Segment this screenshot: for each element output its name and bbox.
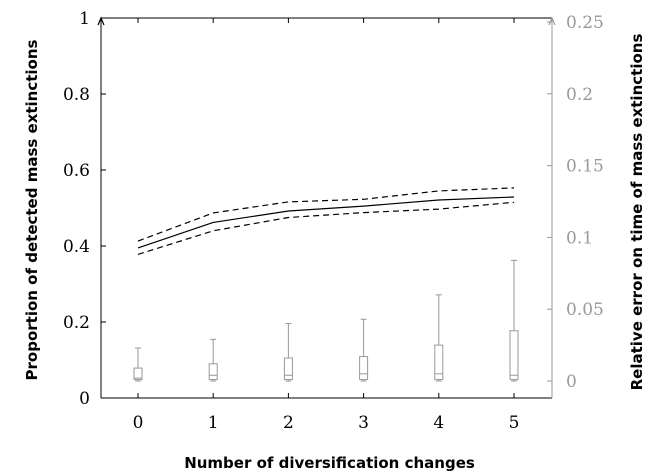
boxplot [434,294,444,382]
y2-tick-label: 0.25 [566,13,604,33]
y-tick-label: 0.8 [63,85,90,105]
x-tick-label: 3 [358,413,369,433]
right-axis-arrow [548,16,556,26]
boxplot-box [509,330,519,381]
y2-tick-label: 0.1 [566,228,593,248]
ticks-layer: 0 0.2 0.4 0.6 0.8 1 0 0.05 0.1 0.15 0.2 0.25 0 1 2 3 4 5 [63,9,604,433]
y-tick-label: 1 [79,9,90,29]
y-axis-label: Proportion of detected mass extinctions [23,39,41,380]
boxplot [283,323,293,382]
y2-tick-label: 0.2 [566,85,593,105]
boxplot-box [434,344,444,381]
boxplot [509,259,519,382]
lines-layer [137,187,515,255]
boxplot-box [359,356,369,381]
x-tick-label: 4 [433,413,444,433]
y2-tick-label: 0.15 [566,157,604,177]
y2-axis-label: Relative error on time of mass extinctio… [628,34,646,391]
y-tick-label: 0.4 [63,237,90,257]
x-tick-label: 1 [208,413,219,433]
axes-layer [97,16,556,399]
y-tick-label: 0.2 [63,313,90,333]
boxplot [208,338,218,382]
dashed-bound-line [137,187,515,242]
x-tick-label: 2 [283,413,294,433]
boxplot-box [133,367,143,381]
boxplot-box [208,363,218,381]
boxplot [133,347,143,382]
x-tick-label: 0 [133,413,144,433]
boxplots-layer [133,259,519,382]
x-tick-label: 5 [509,413,520,433]
y-tick-label: 0.6 [63,161,90,181]
x-axis-label: Number of diversification changes [184,454,475,472]
mean-line [137,196,515,249]
boxplot-box [283,357,293,381]
dashed-bound-line [137,201,515,255]
y2-tick-label: 0 [566,372,577,392]
y2-tick-label: 0.05 [566,300,604,320]
y-tick-label: 0 [79,389,90,409]
boxplot [359,318,369,382]
